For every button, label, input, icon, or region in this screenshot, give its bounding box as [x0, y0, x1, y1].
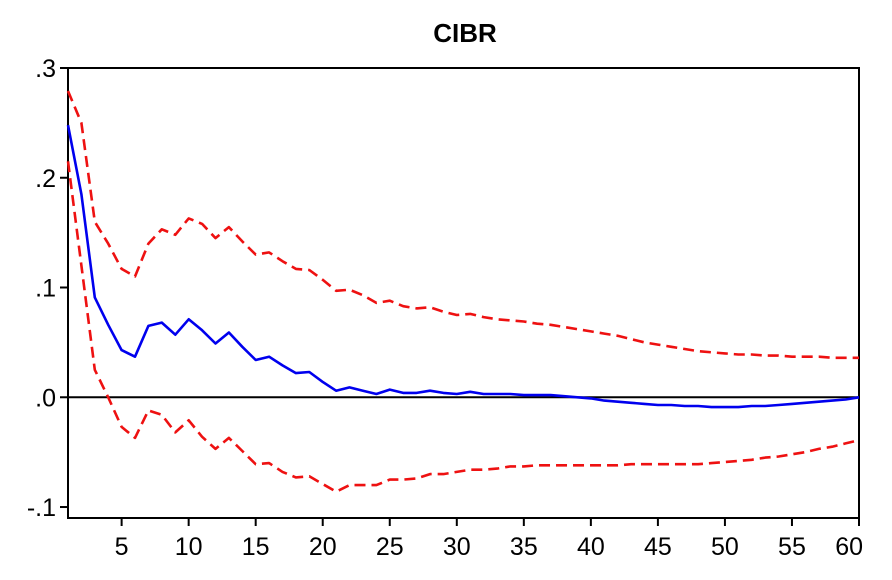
x-tick-label: 10	[175, 533, 203, 561]
x-tick-label: 50	[711, 533, 739, 561]
y-tick-label: .2	[35, 165, 56, 193]
x-tick-label: 5	[115, 533, 129, 561]
x-tick-label: 35	[510, 533, 538, 561]
series-line-response	[66, 124, 860, 409]
x-axis: 5 10 15 20 25 30 35 40 45 50 55 60	[115, 518, 863, 561]
y-tick-label: .1	[35, 275, 56, 303]
y-tick-label: .0	[35, 384, 56, 412]
x-tick-label: 55	[778, 533, 806, 561]
x-tick-label: 20	[309, 533, 337, 561]
x-tick-label: 25	[376, 533, 404, 561]
x-tick-label: 45	[644, 533, 672, 561]
y-tick-label: -.1	[27, 494, 56, 522]
series-line-upper-band	[66, 90, 859, 360]
y-axis: .3 .2 .1 .0 -.1	[27, 55, 68, 522]
series-line-lower-band	[66, 161, 860, 494]
x-tick-label: 60	[835, 533, 863, 561]
plot-frame	[67, 67, 860, 519]
x-tick-label: 15	[242, 533, 270, 561]
y-tick-label: .3	[35, 55, 56, 83]
x-tick-label: 40	[577, 533, 605, 561]
x-tick-label: 30	[443, 533, 471, 561]
series-layer	[66, 90, 860, 494]
chart-title: CIBR	[433, 18, 497, 48]
